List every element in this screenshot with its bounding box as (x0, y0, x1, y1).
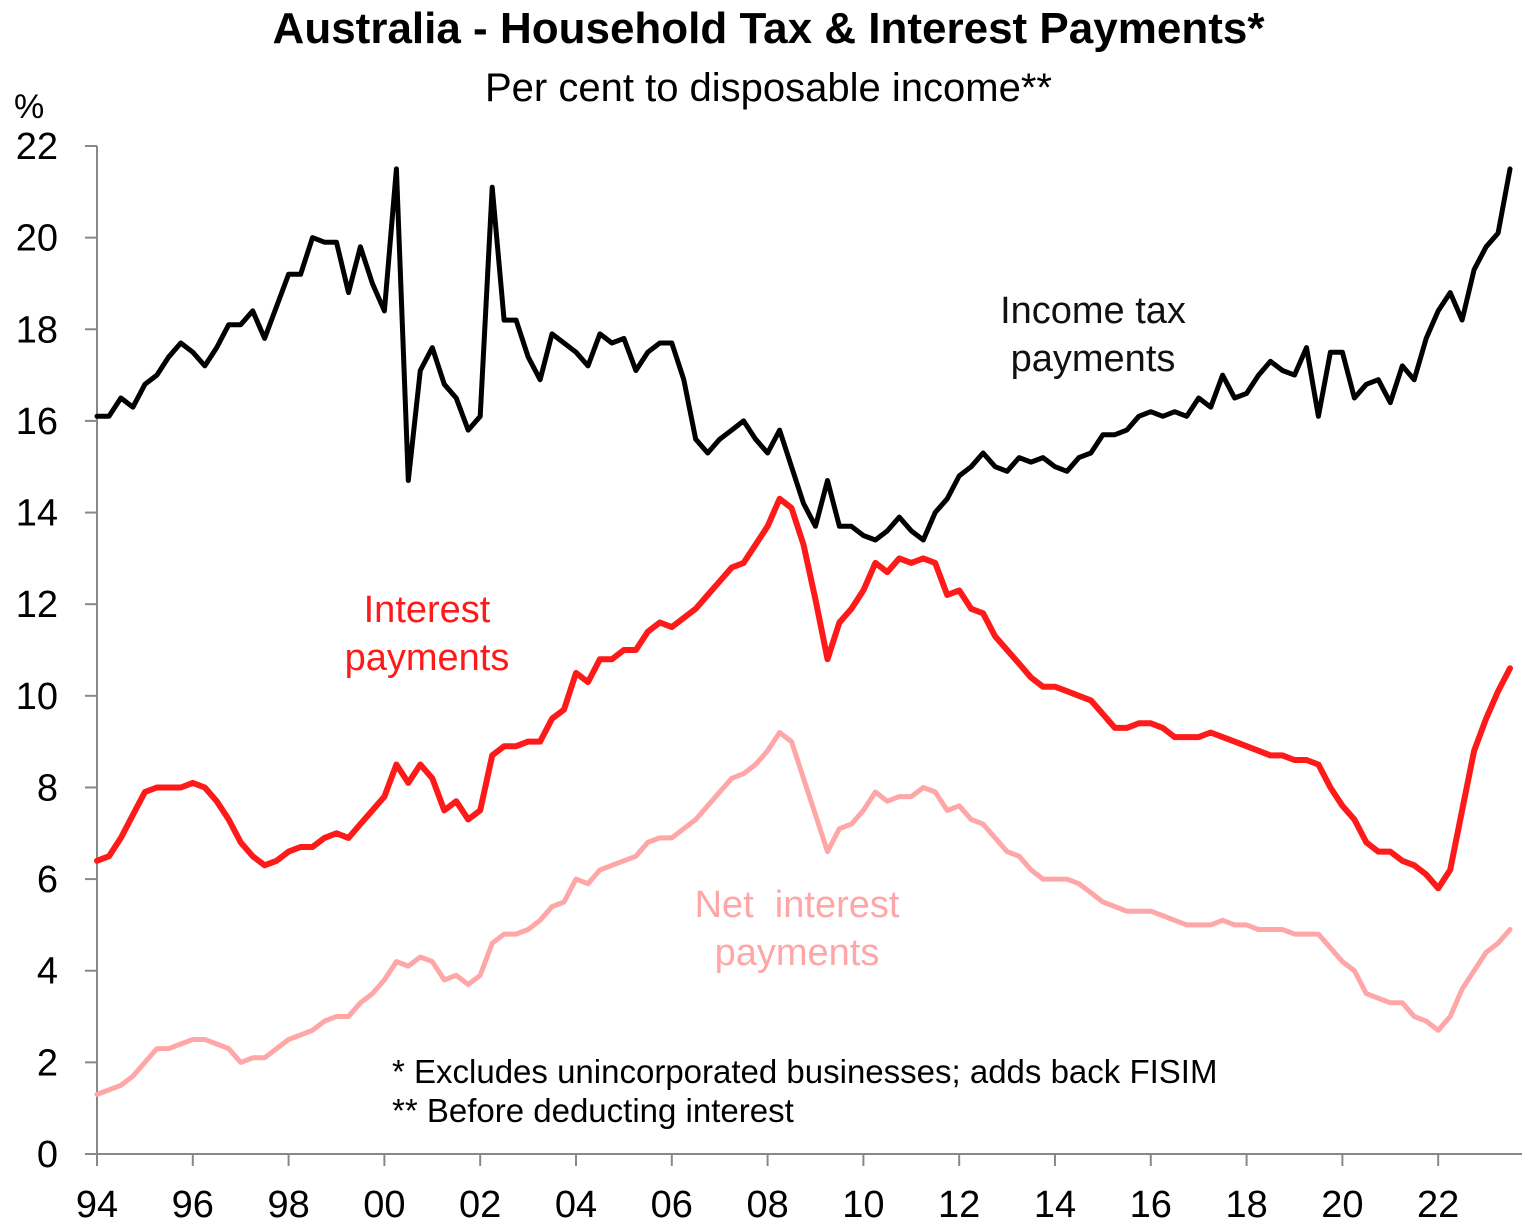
y-tick-label: 18 (16, 309, 58, 351)
x-tick-label: 16 (1130, 1184, 1172, 1226)
footnote-1: * Excludes unincorporated businesses; ad… (392, 1053, 1217, 1090)
x-tick-label: 02 (459, 1184, 501, 1226)
y-tick-label: 14 (16, 493, 58, 535)
net-interest-line (94, 730, 1513, 1097)
y-tick-label: 12 (16, 584, 58, 626)
y-tick-label: 22 (16, 126, 58, 168)
x-tick-label: 14 (1034, 1184, 1076, 1226)
interest-payments-label-line1: Interest (364, 589, 491, 631)
x-tick-label: 12 (938, 1184, 980, 1226)
chart-title: Australia - Household Tax & Interest Pay… (272, 4, 1265, 53)
income-tax-label-line2: payments (1011, 338, 1176, 380)
x-tick-label: 08 (746, 1184, 788, 1226)
footnote-2: ** Before deducting interest (392, 1092, 794, 1129)
x-tick-label: 96 (172, 1184, 214, 1226)
net-interest-label-line2: payments (715, 932, 880, 974)
x-tick-label: 00 (363, 1184, 405, 1226)
income-tax-label-line1: Income tax (1000, 290, 1186, 332)
income-tax-line (94, 166, 1513, 543)
y-tick-label: 16 (16, 401, 58, 443)
interest-payments-label-line2: payments (345, 637, 510, 679)
x-tick-label: 20 (1321, 1184, 1363, 1226)
y-unit-label: % (14, 88, 44, 126)
chart-subtitle: Per cent to disposable income** (485, 66, 1052, 110)
x-tick-label: 04 (555, 1184, 597, 1226)
net-interest-label-line1: Net interest (695, 884, 900, 926)
y-tick-label: 6 (37, 859, 58, 901)
y-tick-label: 4 (37, 951, 58, 993)
x-tick-label: 18 (1225, 1184, 1267, 1226)
x-tick-label: 10 (842, 1184, 884, 1226)
y-tick-label: 20 (16, 218, 58, 260)
y-tick-label: 0 (37, 1134, 58, 1176)
interest-payments-line (94, 495, 1513, 892)
y-tick-label: 10 (16, 676, 58, 718)
x-tick-label: 98 (267, 1184, 309, 1226)
x-tick-label: 06 (651, 1184, 693, 1226)
x-tick-label: 94 (76, 1184, 118, 1226)
y-tick-label: 2 (37, 1042, 58, 1084)
y-tick-label: 8 (37, 767, 58, 809)
x-tick-label: 22 (1417, 1184, 1459, 1226)
